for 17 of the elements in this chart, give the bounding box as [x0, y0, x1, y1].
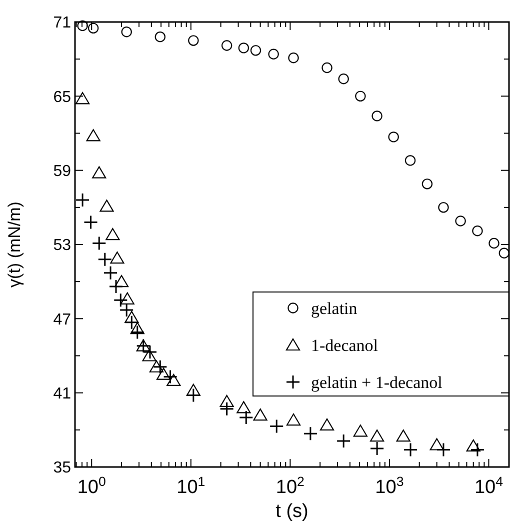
y-tick-label: 47 [53, 311, 72, 328]
x-tick-label: 10$^{4}$ [474, 474, 504, 498]
x-tick-label: 10$^{1}$ [176, 474, 206, 498]
y-axis-title: γ(t) (mN/m) [5, 202, 24, 288]
x-tick-label: 10$^{3}$ [375, 474, 404, 498]
y-tick-label: 41 [53, 385, 72, 402]
x-axis-title: t (s) [276, 501, 308, 522]
x-tick-label: 10$^{2}$ [276, 474, 304, 498]
x-tick-label: 10$^{0}$ [77, 474, 106, 498]
legend-label: gelatin [311, 298, 358, 318]
legend-label: gelatin + 1-decanol [311, 372, 443, 392]
y-tick-label: 59 [53, 162, 72, 180]
legend-label: 1-decanol [311, 336, 378, 355]
y-tick-label: 65 [53, 88, 72, 106]
y-tick-label: 35 [53, 460, 72, 477]
y-tick-label: 53 [53, 237, 72, 254]
y-tick-label: 71 [53, 14, 72, 32]
